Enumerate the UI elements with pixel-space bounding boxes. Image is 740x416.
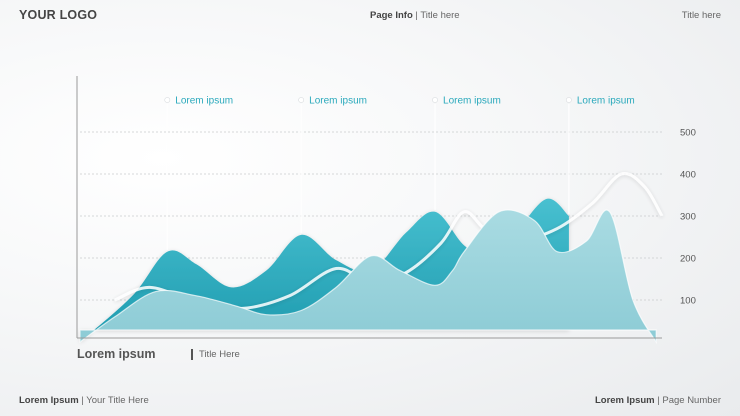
series-area-front (79, 209, 657, 345)
y-tick-label: 300 (680, 212, 696, 223)
annotation-label: Lorem ipsum (577, 96, 635, 107)
annotation-dot (565, 97, 572, 103)
page-number: Page Number (662, 395, 721, 406)
chart-title: Lorem ipsum (77, 347, 156, 361)
y-tick-label: 200 (680, 254, 696, 265)
chart-subtitle: Title Here (191, 349, 240, 360)
footer-left-separator: | (81, 395, 87, 406)
annotation-dot (298, 97, 305, 103)
page-info-title: Title here (420, 10, 460, 21)
annotation-label: Lorem ipsum (443, 96, 501, 107)
annotation-label: Lorem ipsum (175, 96, 233, 107)
page-info: Page Info | Title here (370, 10, 460, 21)
y-tick-label: 100 (680, 296, 696, 307)
footer-left-text: Your Title Here (86, 395, 149, 406)
footer-left: Lorem Ipsum | Your Title Here (19, 395, 149, 406)
footer-right: Lorem Ipsum | Page Number (595, 395, 721, 406)
footer-right-label: Lorem Ipsum (594, 395, 655, 406)
page-info-label: Page Info (370, 10, 413, 21)
page-info-separator: | (415, 10, 421, 21)
footer-right-separator: | (657, 395, 663, 406)
y-tick-label: 400 (680, 170, 696, 181)
footer-left-label: Lorem Ipsum (19, 395, 79, 406)
y-tick-label: 500 (680, 128, 696, 139)
annotation-dot (432, 97, 438, 103)
header-title-right: Title here (681, 10, 721, 21)
annotation-dot (164, 97, 171, 103)
annotation-label: Lorem ipsum (309, 96, 367, 107)
logo: YOUR LOGO (19, 8, 98, 22)
